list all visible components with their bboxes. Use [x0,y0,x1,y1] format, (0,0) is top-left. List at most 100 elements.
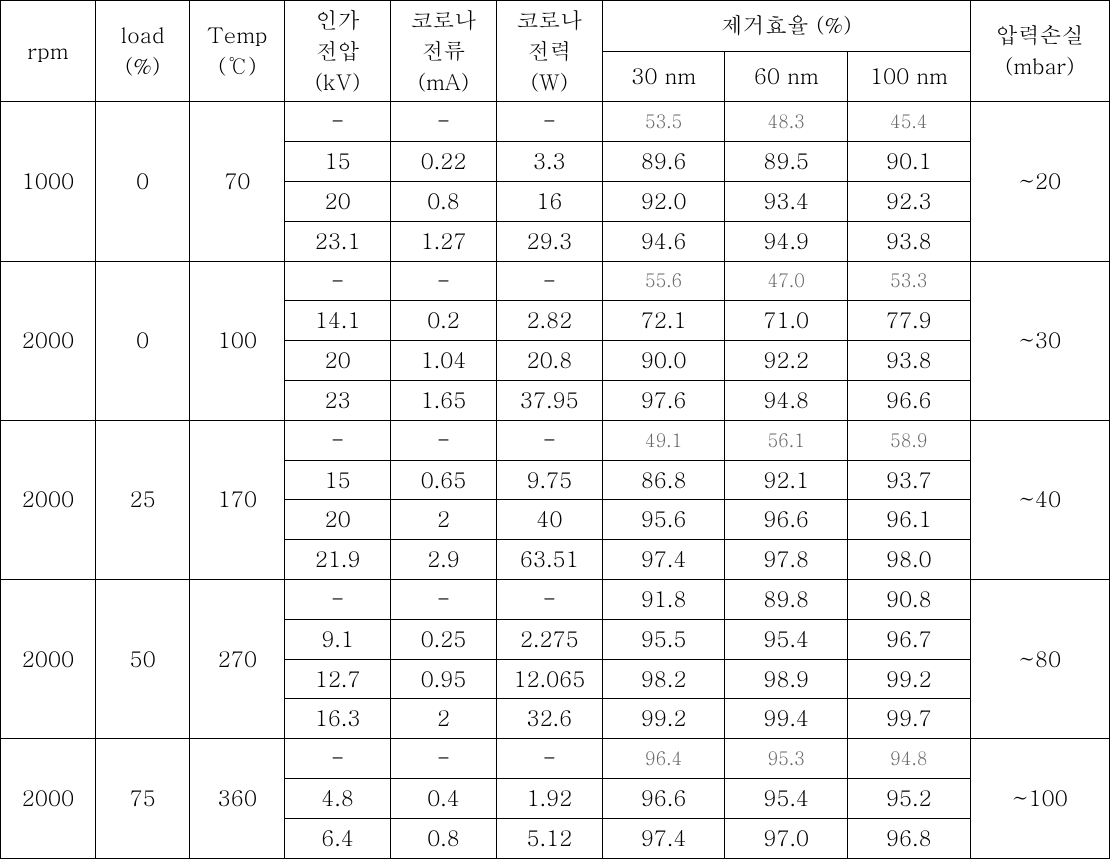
cell-30nm: 90.0 [602,341,725,381]
cell-ma: 0.2 [391,301,497,341]
cell-ma: 0.22 [391,142,497,182]
cell-100nm: 96.1 [847,500,970,540]
cell-30nm: 98.2 [602,659,725,699]
cell-w: 20.8 [496,341,602,381]
cell-w: 1.92 [496,778,602,818]
cell-ma: 0.8 [391,181,497,221]
cell-ma: 2.9 [391,540,497,580]
cell-w: 9.75 [496,460,602,500]
header-30nm: 30 nm [602,51,725,102]
cell-w: - [496,420,602,460]
cell-temp: 70 [190,102,285,261]
cell-mbar: ~80 [970,579,1109,738]
table-row: 20000100---55.647.053.3~30 [1,261,1110,301]
cell-w: 29.3 [496,221,602,261]
cell-100nm: 99.2 [847,659,970,699]
cell-60nm: 94.9 [725,221,848,261]
cell-60nm: 93.4 [725,181,848,221]
cell-ma: - [391,102,497,142]
cell-kv: 6.4 [285,818,391,858]
cell-100nm: 90.1 [847,142,970,182]
cell-100nm: 93.8 [847,221,970,261]
table-row: 200025170---49.156.158.9~40 [1,420,1110,460]
table-row: 200050270---91.889.890.8~80 [1,579,1110,619]
cell-ma: 0.65 [391,460,497,500]
cell-60nm: 94.8 [725,380,848,420]
header-kv: 인가전압(kV) [285,1,391,102]
cell-w: - [496,739,602,779]
cell-kv: 20 [285,181,391,221]
cell-60nm: 95.4 [725,778,848,818]
cell-30nm: 91.8 [602,579,725,619]
cell-kv: 23 [285,380,391,420]
cell-load: 25 [95,420,190,579]
cell-100nm: 77.9 [847,301,970,341]
cell-100nm: 95.2 [847,778,970,818]
cell-100nm: 58.9 [847,420,970,460]
table-header: rpm load(%) Temp(℃) 인가전압(kV) 코로나전류(mA) 코… [1,1,1110,102]
cell-mbar: ~100 [970,739,1109,858]
cell-ma: - [391,261,497,301]
cell-load: 75 [95,739,190,858]
cell-rpm: 2000 [1,579,96,738]
cell-100nm: 98.0 [847,540,970,580]
cell-temp: 270 [190,579,285,738]
cell-ma: - [391,579,497,619]
header-w: 코로나전력(W) [496,1,602,102]
cell-rpm: 2000 [1,420,96,579]
cell-60nm: 56.1 [725,420,848,460]
header-temp: Temp(℃) [190,1,285,102]
cell-load: 50 [95,579,190,738]
cell-w: - [496,102,602,142]
cell-30nm: 89.6 [602,142,725,182]
cell-ma: 0.25 [391,619,497,659]
cell-60nm: 89.5 [725,142,848,182]
cell-60nm: 47.0 [725,261,848,301]
cell-mbar: ~40 [970,420,1109,579]
cell-kv: 23.1 [285,221,391,261]
cell-rpm: 2000 [1,739,96,858]
cell-ma: 2 [391,500,497,540]
cell-temp: 100 [190,261,285,420]
cell-60nm: 97.8 [725,540,848,580]
cell-ma: 1.27 [391,221,497,261]
cell-30nm: 72.1 [602,301,725,341]
cell-100nm: 45.4 [847,102,970,142]
cell-100nm: 90.8 [847,579,970,619]
cell-mbar: ~30 [970,261,1109,420]
header-row-1: rpm load(%) Temp(℃) 인가전압(kV) 코로나전류(mA) 코… [1,1,1110,52]
cell-w: 32.6 [496,699,602,739]
cell-30nm: 49.1 [602,420,725,460]
cell-30nm: 96.4 [602,739,725,779]
cell-w: 2.275 [496,619,602,659]
cell-60nm: 92.1 [725,460,848,500]
cell-temp: 170 [190,420,285,579]
cell-60nm: 99.4 [725,699,848,739]
table-body: 1000070---53.548.345.4~20150.223.389.689… [1,102,1110,858]
data-table-container: rpm load(%) Temp(℃) 인가전압(kV) 코로나전류(mA) 코… [0,0,1110,771]
data-table: rpm load(%) Temp(℃) 인가전압(kV) 코로나전류(mA) 코… [0,0,1110,859]
cell-rpm: 2000 [1,261,96,420]
cell-kv: 12.7 [285,659,391,699]
cell-60nm: 48.3 [725,102,848,142]
header-100nm: 100 nm [847,51,970,102]
cell-kv: 4.8 [285,778,391,818]
cell-100nm: 96.7 [847,619,970,659]
cell-30nm: 99.2 [602,699,725,739]
cell-mbar: ~20 [970,102,1109,261]
cell-60nm: 92.2 [725,341,848,381]
cell-w: 37.95 [496,380,602,420]
cell-ma: - [391,420,497,460]
cell-100nm: 99.7 [847,699,970,739]
cell-w: 16 [496,181,602,221]
header-rpm: rpm [1,1,96,102]
cell-30nm: 92.0 [602,181,725,221]
cell-30nm: 86.8 [602,460,725,500]
cell-kv: - [285,261,391,301]
cell-kv: 15 [285,142,391,182]
cell-w: 63.51 [496,540,602,580]
cell-100nm: 92.3 [847,181,970,221]
cell-kv: 9.1 [285,619,391,659]
table-row: 1000070---53.548.345.4~20 [1,102,1110,142]
header-ma: 코로나전류(mA) [391,1,497,102]
